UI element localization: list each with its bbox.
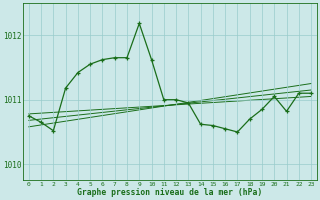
X-axis label: Graphe pression niveau de la mer (hPa): Graphe pression niveau de la mer (hPa) xyxy=(77,188,263,197)
